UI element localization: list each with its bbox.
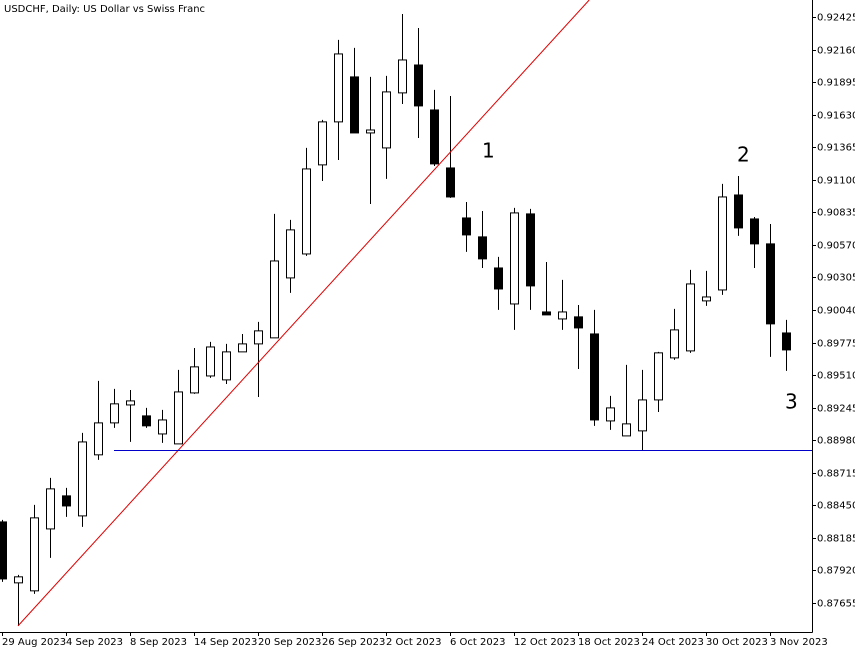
y-tick-label: 0.90305 [817,273,855,284]
x-tick-label: 20 Sep 2023 [258,637,321,648]
plot-area [0,0,812,627]
candle-body [590,333,599,421]
candle-body [126,400,135,406]
y-tick-label: 0.89510 [817,371,855,382]
x-tick-label: 3 Nov 2023 [770,637,828,648]
candle-body [766,243,775,325]
y-tick-label: 0.92425 [817,13,855,24]
candle-body [782,332,791,351]
candle-body [206,346,215,377]
y-tick-label: 0.91630 [817,111,855,122]
candle-body [30,517,39,592]
candle-body [734,194,743,229]
y-tick-label: 0.91895 [817,78,855,89]
candle-body [78,441,87,517]
candle-body [286,229,295,279]
candle-body [318,121,327,166]
candle-body [622,423,631,437]
candle-body [382,91,391,149]
candle-body [398,59,407,94]
x-tick-label: 12 Oct 2023 [514,637,576,648]
y-tick-label: 0.90040 [817,306,855,317]
trendline [17,0,590,627]
x-tick-label: 6 Oct 2023 [450,637,505,648]
candle-body [46,488,55,530]
candle-body [654,352,663,401]
candle-body [158,419,167,435]
candle-body [350,76,359,134]
candle-body [366,129,375,134]
candle-body [430,109,439,165]
candle-body [478,236,487,260]
y-tick-label: 0.87655 [817,599,855,610]
candle-body [750,218,759,245]
candle-body [14,576,23,584]
annotation: 2 [737,143,750,167]
candle-body [302,168,311,255]
candle-body [462,217,471,236]
candle-body [494,267,503,290]
candle-body [174,391,183,445]
candle-body [542,311,551,316]
candle-body [414,64,423,107]
x-tick-label: 30 Oct 2023 [706,637,768,648]
candle-body [606,407,615,422]
candle-body [270,260,279,339]
x-tick-label: 8 Sep 2023 [130,637,187,648]
candle-body [446,167,455,198]
candle-body [142,415,151,427]
x-tick-label: 14 Sep 2023 [194,637,257,648]
candle-body [334,53,343,123]
candle-body [526,213,535,287]
candle-body [638,399,647,432]
candle-body [110,403,119,424]
y-tick-label: 0.89245 [817,404,855,415]
x-tick-label: 4 Sep 2023 [66,637,123,648]
candle-body [558,311,567,320]
candle-body [190,366,199,394]
candle-body [510,212,519,305]
y-tick-label: 0.89775 [817,339,855,350]
y-tick-label: 0.92160 [817,46,855,57]
x-tick-label: 24 Oct 2023 [642,637,704,648]
y-tick-label: 0.91100 [817,176,855,187]
chart-title: USDCHF, Daily: US Dollar vs Swiss Franc [4,4,205,15]
candle-body [574,316,583,329]
x-tick-label: 29 Aug 2023 [2,637,66,648]
candle-body [254,330,263,345]
candle-body [0,521,7,580]
candle-body [718,196,727,291]
x-tick-label: 26 Sep 2023 [322,637,385,648]
y-tick-label: 0.87920 [817,566,855,577]
annotation: 1 [482,139,495,163]
candle-body [670,329,679,359]
x-tick-label: 2 Oct 2023 [386,637,441,648]
x-tick-label: 18 Oct 2023 [578,637,640,648]
candle-body [702,296,711,302]
y-tick-label: 0.91365 [817,143,855,154]
annotation: 3 [785,390,798,414]
y-tick-label: 0.90835 [817,208,855,219]
candle-body [686,283,695,352]
candle-body [62,495,71,507]
candle-body [222,351,231,381]
candle-body [238,343,247,353]
candle-body [94,422,103,456]
y-tick-label: 0.88715 [817,469,855,480]
y-tick-label: 0.88980 [817,436,855,447]
y-tick-label: 0.90570 [817,241,855,252]
y-tick-label: 0.88450 [817,501,855,512]
y-tick-label: 0.88185 [817,534,855,545]
